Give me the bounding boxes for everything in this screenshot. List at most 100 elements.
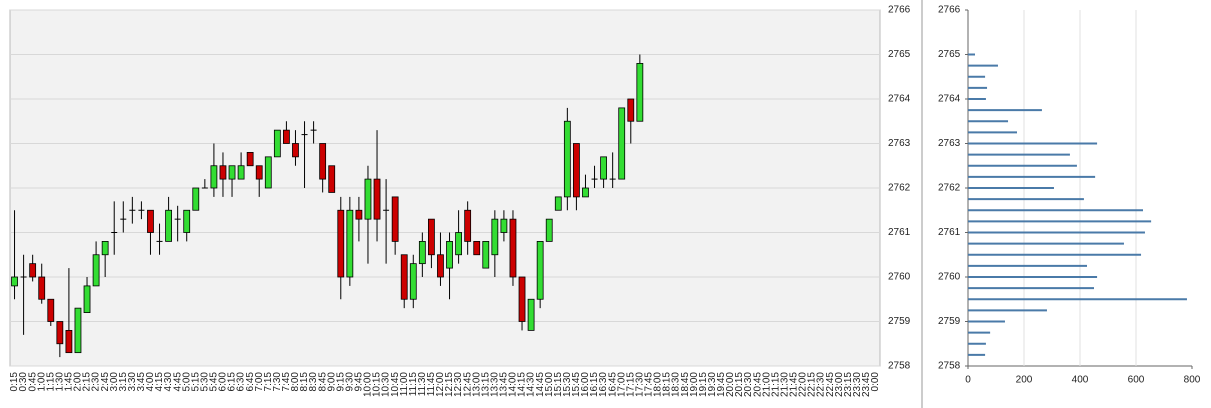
x-tick-label: 9:00 xyxy=(326,372,337,392)
x-tick-label: 10:30 xyxy=(381,372,392,397)
candle-body xyxy=(328,165,336,193)
x-tick-label: 4:30 xyxy=(163,372,174,392)
bar xyxy=(968,64,998,67)
candle-body xyxy=(428,218,435,256)
x-tick-label: 14:30 xyxy=(526,372,537,397)
bar xyxy=(968,220,1152,223)
x-tick-label: 12:00 xyxy=(435,372,446,397)
candle-body xyxy=(165,209,172,242)
y-tick-label: 2764 xyxy=(938,94,961,105)
candle-body xyxy=(618,107,626,180)
x-tick-label: 5:00 xyxy=(181,372,192,392)
candle-body xyxy=(337,209,345,278)
y-tick-label: 2766 xyxy=(938,5,961,16)
x-tick-label: 15:15 xyxy=(553,372,564,397)
bar xyxy=(968,187,1054,189)
x-tick-label: 22:15 xyxy=(807,372,818,397)
candle-body xyxy=(554,196,562,211)
candle-body xyxy=(545,218,553,242)
candle-body xyxy=(101,240,109,256)
x-tick-label: 22:45 xyxy=(825,372,836,397)
x-tick-label: 10:00 xyxy=(363,372,374,397)
bar xyxy=(968,75,986,78)
bar xyxy=(968,198,1084,201)
x-tick-label: 800 xyxy=(1184,375,1201,386)
x-tick-label: 20:15 xyxy=(734,372,745,397)
y-tick-label: 2758 xyxy=(888,361,911,372)
x-tick-label: 13:00 xyxy=(471,372,482,397)
bar xyxy=(968,131,1017,134)
x-tick-label: 200 xyxy=(1016,375,1033,386)
candle-body xyxy=(83,285,91,313)
candle-body xyxy=(283,129,290,144)
x-tick-label: 23:45 xyxy=(861,372,872,397)
x-tick-label: 0:30 xyxy=(18,372,29,392)
candle-body xyxy=(120,218,127,220)
x-tick-label: 6:30 xyxy=(236,372,247,392)
x-tick-label: 13:45 xyxy=(499,372,510,397)
candle-body xyxy=(464,209,472,242)
candle-body xyxy=(201,187,208,189)
x-tick-label: 0:45 xyxy=(27,372,38,392)
x-tick-label: 0 xyxy=(965,375,971,386)
x-tick-label: 8:15 xyxy=(299,372,310,392)
x-tick-label: 14:45 xyxy=(535,372,546,397)
bar xyxy=(968,298,1187,301)
bar xyxy=(968,153,1070,156)
x-tick-label: 21:30 xyxy=(779,372,790,397)
x-tick-label: 4:45 xyxy=(172,372,183,392)
candle-body xyxy=(364,178,372,220)
x-tick-label: 15:45 xyxy=(571,372,582,397)
candle-body xyxy=(346,209,354,278)
x-tick-label: 17:30 xyxy=(634,372,645,397)
candle-body xyxy=(383,209,390,211)
bar xyxy=(968,86,988,89)
bar xyxy=(968,242,1124,245)
bar xyxy=(968,175,1096,178)
y-tick-label: 2766 xyxy=(888,5,911,16)
candle-body xyxy=(491,218,499,256)
candle-body xyxy=(509,218,517,278)
x-tick-label: 14:00 xyxy=(508,372,519,397)
x-tick-label: 16:30 xyxy=(598,372,609,397)
x-tick-label: 10:15 xyxy=(372,372,383,397)
x-tick-label: 18:15 xyxy=(662,372,673,397)
y-tick-label: 2763 xyxy=(888,138,911,149)
x-tick-label: 21:45 xyxy=(789,372,800,397)
candle-body xyxy=(373,178,381,220)
x-tick-label: 9:45 xyxy=(354,372,365,392)
x-tick-label: 20:45 xyxy=(752,372,763,397)
candle-body xyxy=(446,240,453,269)
x-tick-label: 15:00 xyxy=(544,372,555,397)
candle-body xyxy=(92,254,100,287)
candle-body xyxy=(129,209,136,211)
candle-body xyxy=(138,209,145,211)
x-tick-label: 19:00 xyxy=(689,372,700,397)
x-tick-label: 20:30 xyxy=(743,372,754,397)
x-tick-label: 21:15 xyxy=(770,372,781,397)
y-tick-label: 2758 xyxy=(938,361,961,372)
x-tick-label: 16:45 xyxy=(607,372,618,397)
x-tick-label: 3:15 xyxy=(118,372,129,392)
x-tick-label: 12:15 xyxy=(444,372,455,397)
x-tick-label: 9:15 xyxy=(335,372,346,392)
x-tick-label: 7:00 xyxy=(254,372,265,392)
y-tick-label: 2763 xyxy=(938,138,961,149)
x-tick-label: 7:45 xyxy=(281,372,292,392)
candle-body xyxy=(47,298,55,322)
candle-body xyxy=(38,276,46,300)
candle-body xyxy=(273,129,281,158)
x-tick-label: 22:30 xyxy=(816,372,827,397)
x-tick-label: 18:00 xyxy=(653,372,664,397)
candle-body xyxy=(210,165,218,189)
x-tick-label: 18:45 xyxy=(680,372,691,397)
x-tick-label: 6:45 xyxy=(245,372,256,392)
x-tick-label: 23:15 xyxy=(843,372,854,397)
candle-body xyxy=(11,276,18,287)
x-tick-label: 2:15 xyxy=(82,372,93,392)
bar xyxy=(968,120,1009,123)
bar xyxy=(968,231,1145,234)
candle-body xyxy=(400,254,408,300)
x-tick-label: 3:45 xyxy=(136,372,147,392)
